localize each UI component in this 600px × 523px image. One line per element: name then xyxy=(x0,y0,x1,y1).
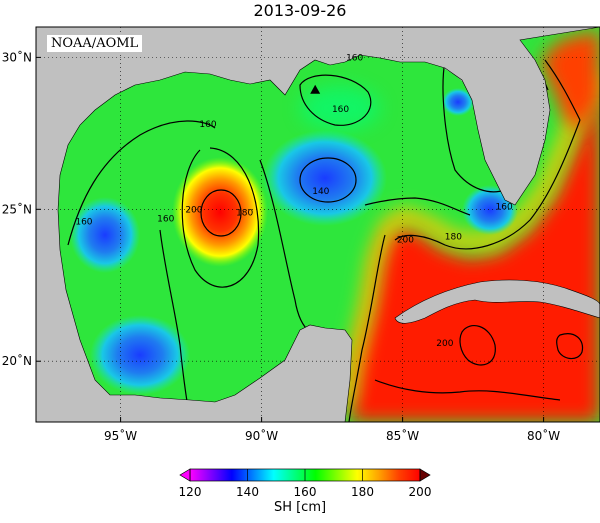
warm-eddy xyxy=(172,157,268,267)
contour-label: 200 xyxy=(436,339,453,349)
warm-water xyxy=(350,90,600,422)
contour-lines xyxy=(67,44,584,422)
colorbar-ticks: 120 140 160 180 200 xyxy=(179,469,432,499)
credit-label: NOAA/AOML xyxy=(47,35,143,52)
contour-label: 160 xyxy=(75,217,92,227)
gulfstream-warm xyxy=(540,30,600,130)
loop-current-edge xyxy=(338,71,600,407)
contour-label: 160 xyxy=(346,53,363,63)
plot-frame xyxy=(35,26,600,423)
lon-tick-label: 90˚W xyxy=(245,428,278,443)
lat-tick-label: 30˚N xyxy=(2,49,32,64)
cuba xyxy=(394,279,600,324)
contour-label: 180 xyxy=(445,233,462,243)
station-marker xyxy=(310,84,321,94)
map-title: 2013-09-26 xyxy=(253,1,347,20)
contour-label: 200 xyxy=(185,205,202,215)
contour-label: 140 xyxy=(312,187,329,197)
cold-eddy-west xyxy=(70,197,140,273)
colorbar-label: SH [cm] xyxy=(273,500,327,515)
colorbar-max-arrow xyxy=(419,468,431,482)
lat-tick-label: 25˚N xyxy=(2,201,32,216)
colorbar-min-arrow xyxy=(179,468,191,482)
ocean-field xyxy=(36,27,600,422)
colorbar-tick-label: 120 xyxy=(179,485,202,499)
colorbar-tick-label: 200 xyxy=(409,485,432,499)
contour-label: 160 xyxy=(496,202,513,212)
colorbar-tick-label: 140 xyxy=(236,485,259,499)
cold-eddy-southwest xyxy=(90,315,190,395)
colorbar-tick-label: 160 xyxy=(294,485,317,499)
contour-label: 200 xyxy=(397,236,414,246)
landmasses xyxy=(35,26,600,423)
contour-label: 160 xyxy=(199,120,216,130)
contour-label: 180 xyxy=(236,208,253,218)
us-gulf-coast xyxy=(35,26,600,423)
lon-tick-label: 95˚W xyxy=(104,428,137,443)
colorbar-tick-label: 180 xyxy=(351,485,374,499)
contour-label: 160 xyxy=(332,105,349,115)
contour-labels: 160 160 160 160 160 200 180 140 200 180 160 200 xyxy=(75,53,513,349)
cold-eddy-central xyxy=(263,130,387,226)
cold-eddy-shelf xyxy=(442,88,474,116)
lon-tick-label: 85˚W xyxy=(386,428,419,443)
axes: 95˚W 90˚W 85˚W 80˚W 20˚N 25˚N 30˚N xyxy=(2,49,561,443)
colorbar: 120 140 160 180 200 xyxy=(179,468,432,499)
lon-tick-label: 80˚W xyxy=(527,428,560,443)
contour-label: 160 xyxy=(157,214,174,224)
lat-tick-label: 20˚N xyxy=(2,353,32,368)
